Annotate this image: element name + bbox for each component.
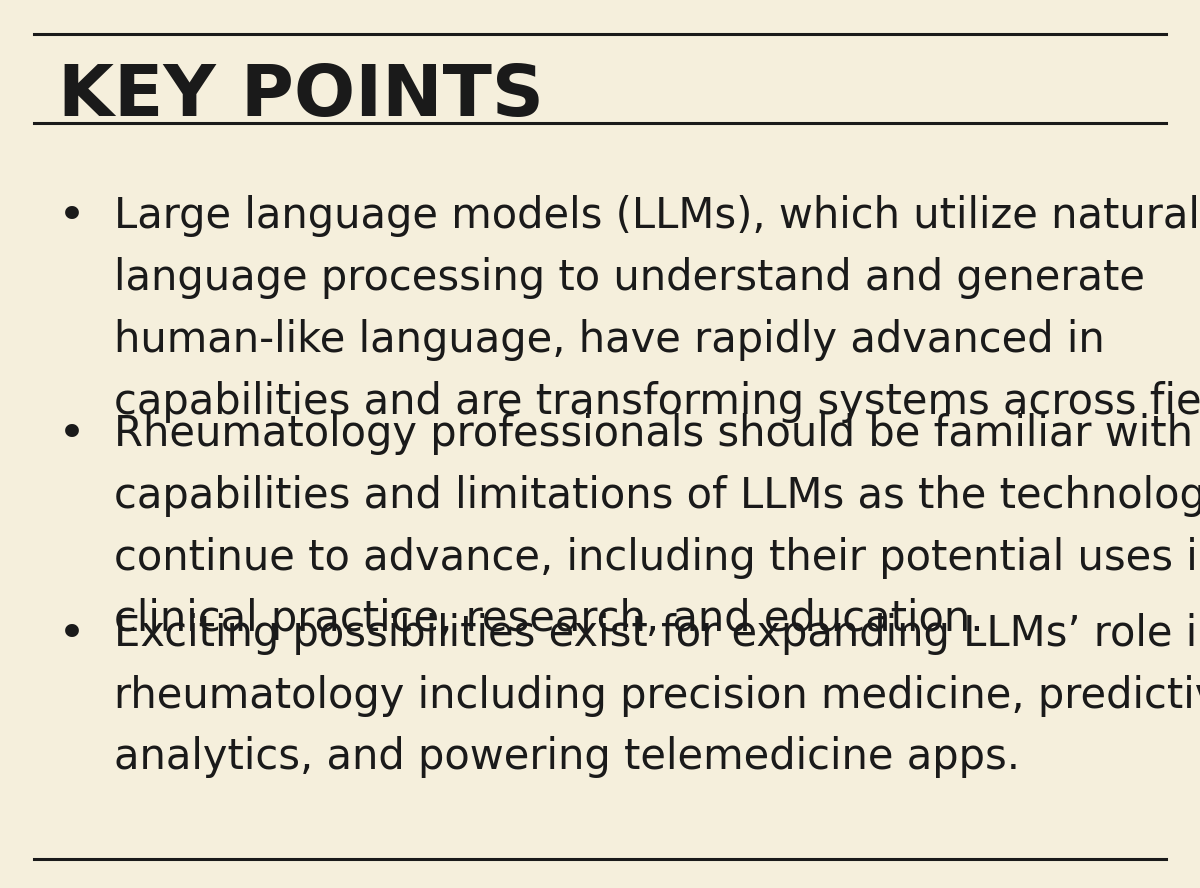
Text: •: • [58,195,85,241]
Text: Exciting possibilities exist for expanding LLMs’ role in
rheumatology including : Exciting possibilities exist for expandi… [114,613,1200,778]
Text: •: • [58,413,85,458]
Text: KEY POINTS: KEY POINTS [58,62,544,131]
Text: Large language models (LLMs), which utilize natural
language processing to under: Large language models (LLMs), which util… [114,195,1200,423]
Text: Rheumatology professionals should be familiar with
capabilities and limitations : Rheumatology professionals should be fam… [114,413,1200,640]
Text: •: • [58,613,85,658]
